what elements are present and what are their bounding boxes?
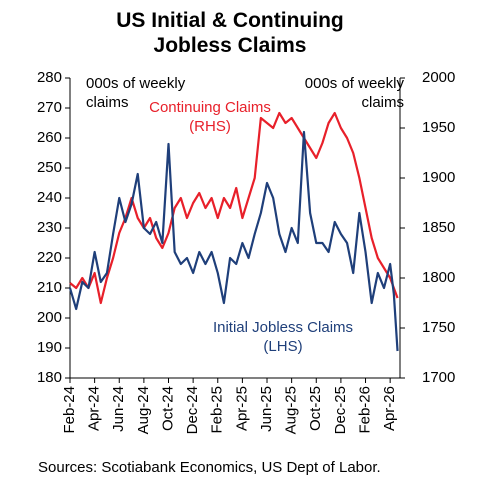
y2-tick-label: 1900 (422, 169, 455, 186)
y2-tick-label: 1750 (422, 319, 455, 336)
x-tick-label: Feb-25 (209, 386, 226, 434)
y2-tick-label: 1700 (422, 369, 455, 386)
y-tick-label: 180 (37, 369, 62, 386)
x-tick-label: Jun-24 (110, 386, 127, 432)
y2-tick-label: 1950 (422, 119, 455, 136)
x-tick-label: Aug-24 (135, 386, 152, 434)
y2-tick-label: 1850 (422, 219, 455, 236)
y-tick-label: 220 (37, 249, 62, 266)
series-line (68, 130, 399, 352)
y-tick-label: 250 (37, 159, 62, 176)
chart-title: US Initial & Continuing Jobless Claims (116, 9, 344, 57)
y2-axis-label: 000s of weekly claims (304, 75, 404, 111)
x-tick-label: Jun-25 (258, 386, 275, 432)
x-tick-label: Dec-24 (184, 386, 201, 434)
x-tick-label: Feb-26 (356, 386, 373, 434)
y-tick-label: 190 (37, 339, 62, 356)
y2-tick-label: 1800 (422, 269, 455, 286)
y-tick-label: 200 (37, 309, 62, 326)
y-tick-label: 260 (37, 129, 62, 146)
x-tick-label: Dec-25 (332, 386, 349, 434)
x-tick-label: Feb-24 (61, 386, 78, 434)
y-tick-label: 230 (37, 219, 62, 236)
x-tick-label: Oct-24 (159, 386, 176, 431)
series-label: Initial Jobless Claims (LHS) (212, 319, 354, 355)
source: Sources: Scotiabank Economics, US Dept o… (38, 459, 381, 476)
x-tick-label: Apr-25 (233, 386, 250, 431)
series-label: Continuing Claims (RHS) (149, 99, 271, 135)
y-tick-label: 280 (37, 69, 62, 86)
y-tick-label: 210 (37, 279, 62, 296)
y-tick-label: 270 (37, 99, 62, 116)
x-tick-label: Apr-26 (381, 386, 398, 431)
x-tick-label: Apr-24 (86, 386, 103, 431)
y-tick-label: 240 (37, 189, 62, 206)
x-tick-label: Oct-25 (307, 386, 324, 431)
x-tick-label: Aug-25 (283, 386, 300, 434)
y2-tick-label: 2000 (422, 69, 455, 86)
y-axis-label: 000s of weekly claims (86, 75, 186, 111)
series-line (69, 111, 399, 305)
